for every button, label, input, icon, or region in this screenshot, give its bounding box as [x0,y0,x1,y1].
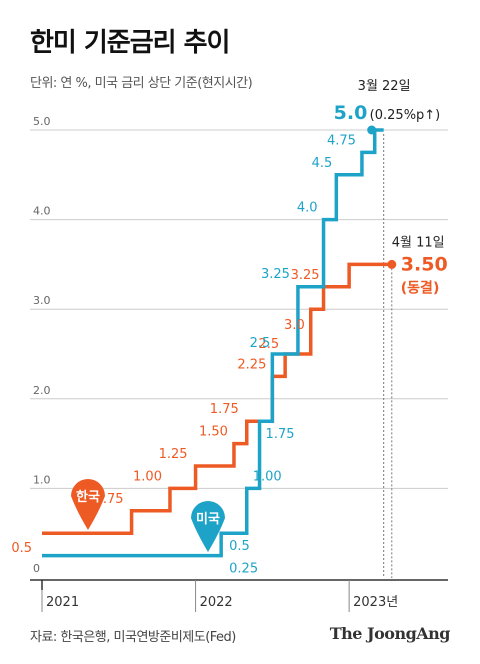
korea-step-label: 0.5 [11,541,32,556]
x-tick-label: 2021 [46,595,79,610]
korea-end-point [387,259,397,269]
korea-step-label: 1.75 [210,402,239,417]
us-step-label: 3.25 [261,267,290,282]
korea-marker-label: 한국 [76,489,100,505]
korea-step-label: 2.5 [258,337,279,352]
korea-marker-pin [71,479,105,530]
korea-step-label: 1.00 [133,469,162,484]
us-end-point [367,125,377,135]
us-step-label: 1.75 [266,427,295,442]
korea-end-note: (동결) [401,279,440,296]
x-tick-label: 2023년 [353,595,398,610]
us-end-note: (0.25%p↑) [370,108,441,123]
us-step-label: 0.25 [229,562,258,577]
korea-step-label: 1.25 [159,447,188,462]
us-step-label: 0.5 [229,539,250,554]
us-step-label: 4.5 [312,156,333,171]
us-step-label: 2.5 [250,336,271,351]
us-end-date: 3월 22일 [358,79,411,94]
y-tick-label: 0 [33,562,40,575]
korea-step-label: 2.25 [237,357,266,372]
us-rate-line [42,128,384,558]
y-tick-label: 2.0 [33,384,51,397]
source-note: 자료: 한국은행, 미국연방준비제도(Fed) [30,630,236,645]
us-step-label: 4.75 [327,133,356,148]
y-tick-label: 3.0 [33,294,51,307]
y-tick-label: 5.0 [33,115,51,128]
publisher-logo: The JoongAng [329,624,451,643]
korea-end-value: 3.50 [401,253,448,275]
us-marker-pin [191,501,225,552]
chart-subtitle: 단위: 연 %, 미국 금리 상단 기준(현지시간) [30,76,253,91]
us-end-value: 5.0 [334,102,368,124]
korea-step-label: 1.50 [199,425,228,440]
us-step-label: 4.0 [297,201,318,216]
chart-title: 한미 기준금리 추이 [30,28,230,58]
us-step-label: 1.00 [253,469,282,484]
korea-step-label: 3.25 [291,268,320,283]
x-tick-label: 2022 [200,595,233,610]
y-tick-label: 1.0 [33,473,51,486]
korea-step-label: 3.0 [284,318,305,333]
y-tick-label: 4.0 [33,205,51,218]
korea-end-date: 4월 11일 [392,235,445,250]
us-marker-label: 미국 [196,511,220,527]
